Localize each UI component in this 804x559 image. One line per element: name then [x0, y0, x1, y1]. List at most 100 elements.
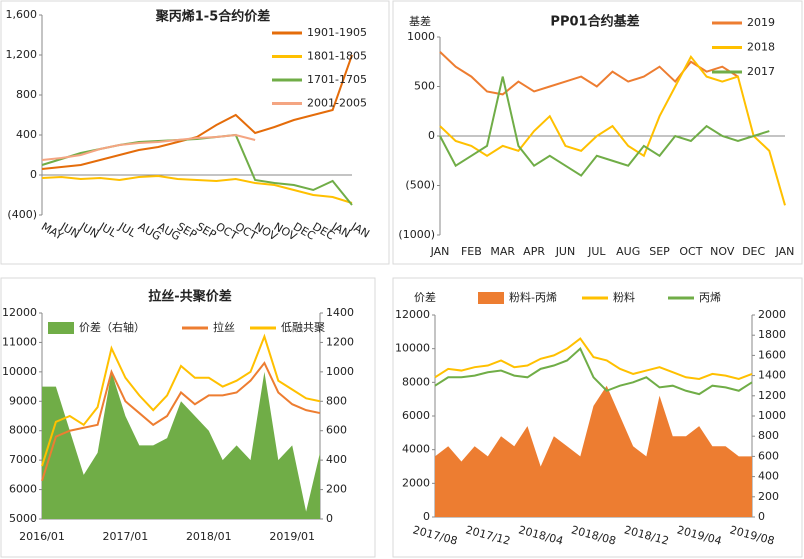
- y2-tick-label: 0: [758, 510, 765, 523]
- line: [439, 76, 770, 177]
- y2-tick-label: 400: [758, 470, 779, 483]
- panel: [0, 277, 376, 558]
- legend-label: 2001-2005: [307, 97, 367, 110]
- y-tick-label: 2000: [402, 476, 430, 489]
- y2-tick-label: 1200: [326, 335, 354, 348]
- chart-title: 拉丝-共聚价差: [148, 289, 231, 305]
- y2-tick-label: 1400: [758, 369, 786, 382]
- y2-tick-label: 1800: [758, 328, 786, 341]
- y-tick-label: 10000: [395, 342, 430, 355]
- y-tick-label: (1000): [398, 228, 435, 241]
- y2-tick-label: 1600: [758, 348, 786, 361]
- x-tick-label: 2017/12: [464, 523, 512, 547]
- panel: [392, 277, 803, 558]
- y2-tick-label: 200: [758, 490, 779, 503]
- x-tick-label: 2019/04: [676, 523, 724, 547]
- x-tick-label: JAN: [430, 245, 450, 258]
- y-tick-label: 0: [30, 168, 37, 181]
- legend-label: 丙烯: [699, 291, 721, 304]
- panel: [392, 0, 803, 265]
- line: [434, 337, 753, 381]
- legend-swatch: [48, 322, 74, 334]
- line: [434, 347, 753, 396]
- y2-tick-label: 800: [758, 429, 779, 442]
- y-tick-label: (500): [405, 179, 435, 192]
- y-tick-label: 4000: [402, 443, 430, 456]
- x-tick-label: SEP: [649, 245, 670, 258]
- y2-tick-label: 1400: [326, 306, 354, 319]
- y2-tick-label: 1200: [758, 389, 786, 402]
- legend-swatch: [478, 292, 504, 304]
- y-tick-label: 800: [16, 88, 37, 101]
- x-tick-label: JUL: [587, 245, 606, 258]
- x-tick-label: MAR: [490, 245, 515, 258]
- x-tick-label: 2018/08: [570, 523, 618, 547]
- y-tick-label: 1,200: [6, 48, 38, 61]
- y2-tick-label: 800: [326, 394, 347, 407]
- x-tick-label: 2016/01: [19, 530, 65, 543]
- y-tick-label: 8000: [9, 424, 37, 437]
- legend-label: 2019: [747, 16, 775, 29]
- x-tick-label: 2018/04: [517, 523, 565, 547]
- y-tick-label: 7000: [9, 453, 37, 466]
- panel: [0, 0, 390, 265]
- legend-label: 1701-1705: [307, 73, 367, 86]
- legend-label: 2018: [747, 41, 775, 54]
- x-tick-label: OCT: [679, 245, 702, 258]
- legend-label: 粉料: [613, 290, 635, 304]
- line: [439, 54, 786, 206]
- x-tick-label: DEC: [742, 245, 765, 258]
- area: [435, 385, 752, 517]
- y-tick-label: 12000: [395, 308, 430, 321]
- legend-label: 1901-1905: [307, 26, 367, 39]
- x-tick-label: NOV: [710, 245, 735, 258]
- y-axis-title: 基差: [409, 14, 431, 28]
- y2-tick-label: 1000: [758, 409, 786, 422]
- legend-label: 粉料-丙烯: [509, 290, 557, 304]
- line: [41, 361, 321, 482]
- y-tick-label: 11000: [2, 335, 37, 348]
- y2-tick-label: 200: [326, 483, 347, 496]
- y2-tick-label: 1000: [326, 365, 354, 378]
- y-tick-label: 400: [16, 128, 37, 141]
- y2-tick-label: 0: [326, 512, 333, 525]
- y-tick-label: 6000: [402, 409, 430, 422]
- line: [41, 133, 353, 206]
- legend-label: 2017: [747, 65, 775, 78]
- chart-title: PP01合约基差: [550, 14, 639, 30]
- x-tick-label: 2019/08: [728, 523, 776, 547]
- chart-title: 聚丙烯1-5合约价差: [155, 9, 271, 25]
- x-tick-label: 2017/08: [411, 523, 459, 547]
- x-tick-label: JUL: [96, 219, 119, 240]
- area: [42, 371, 320, 519]
- x-tick-label: JUN: [555, 245, 576, 258]
- x-tick-label: AUG: [616, 245, 640, 258]
- line: [41, 174, 353, 204]
- y2-tick-label: 2000: [758, 308, 786, 321]
- y-tick-label: (400): [7, 208, 37, 221]
- x-tick-label: 2017/01: [103, 530, 149, 543]
- y-tick-label: 500: [414, 80, 435, 93]
- line: [439, 51, 739, 96]
- y-tick-label: 1,600: [6, 8, 38, 21]
- x-tick-label: JAN: [775, 245, 795, 258]
- y2-tick-label: 600: [326, 424, 347, 437]
- line: [41, 133, 256, 161]
- y-tick-label: 6000: [9, 483, 37, 496]
- y-tick-label: 5000: [9, 512, 37, 525]
- x-tick-label: 2018/01: [186, 530, 232, 543]
- x-tick-label: 2018/12: [623, 523, 671, 547]
- x-tick-label: JAN: [348, 219, 372, 240]
- y2-tick-label: 600: [758, 449, 779, 462]
- y-tick-label: 8000: [402, 375, 430, 388]
- y-tick-label: 1000: [407, 30, 435, 43]
- y2-tick-label: 400: [326, 453, 347, 466]
- legend-label: 价差（右轴）: [79, 320, 145, 334]
- x-tick-label: APR: [523, 245, 545, 258]
- line: [41, 333, 321, 467]
- legend-label: 1801-1805: [307, 50, 367, 63]
- x-tick-label: JUL: [116, 219, 139, 240]
- y-tick-label: 9000: [9, 394, 37, 407]
- y-tick-label: 12000: [2, 306, 37, 319]
